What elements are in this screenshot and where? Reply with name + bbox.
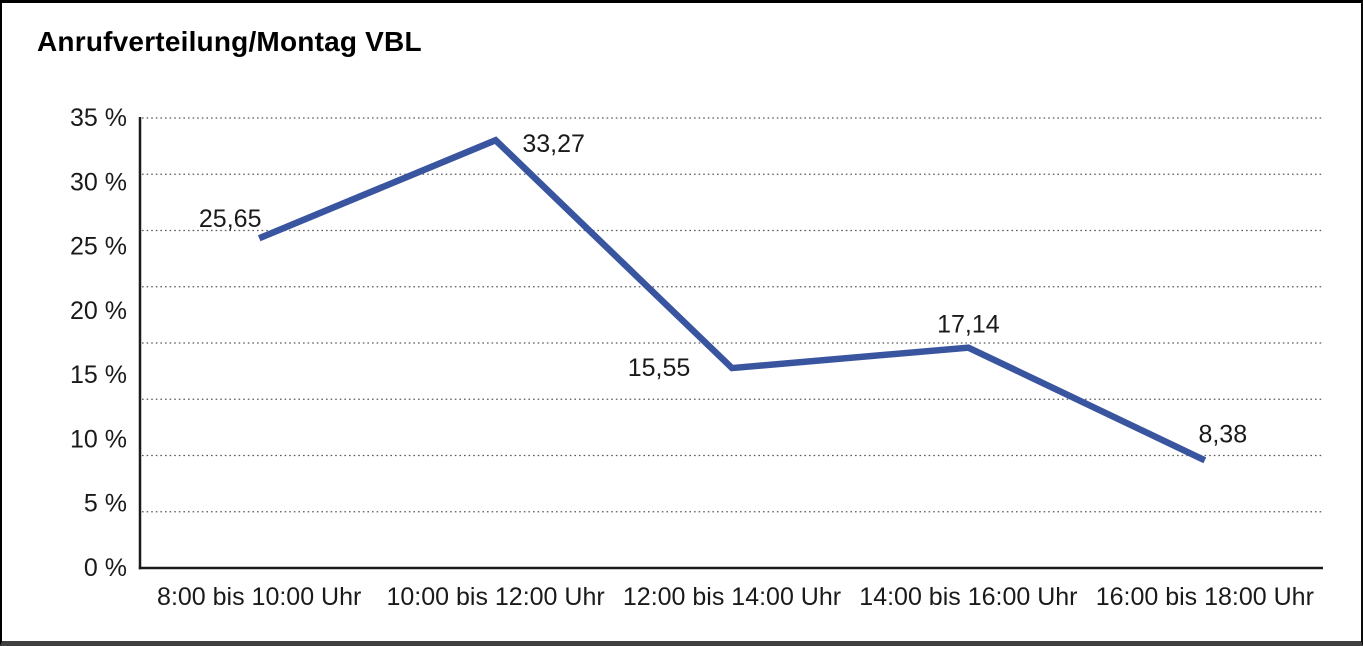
data-point-label: 8,38 xyxy=(1198,420,1247,448)
y-tick-label: 0 % xyxy=(84,554,127,582)
y-tick-label: 30 % xyxy=(70,168,127,196)
x-tick-label: 8:00 bis 10:00 Uhr xyxy=(157,583,361,611)
data-point-label: 15,55 xyxy=(628,354,691,382)
series-line xyxy=(257,136,1207,464)
x-tick-label: 10:00 bis 12:00 Uhr xyxy=(386,583,604,611)
chart-title: Anrufverteilung/Montag VBL xyxy=(37,26,422,57)
y-tick-label: 20 % xyxy=(70,297,127,325)
x-tick-label: 16:00 bis 18:00 Uhr xyxy=(1096,583,1314,611)
data-point-label: 25,65 xyxy=(199,205,262,233)
y-tick-label: 10 % xyxy=(70,425,127,453)
data-point-label: 17,14 xyxy=(937,311,1000,339)
y-tick-label: 25 % xyxy=(70,233,127,261)
data-point-label: 33,27 xyxy=(522,130,585,158)
y-tick-label: 5 % xyxy=(84,490,127,518)
x-tick-label: 12:00 bis 14:00 Uhr xyxy=(623,583,841,611)
y-tick-label: 15 % xyxy=(70,361,127,389)
x-tick-label: 14:00 bis 16:00 Uhr xyxy=(859,583,1077,611)
y-tick-label: 35 % xyxy=(70,104,127,132)
